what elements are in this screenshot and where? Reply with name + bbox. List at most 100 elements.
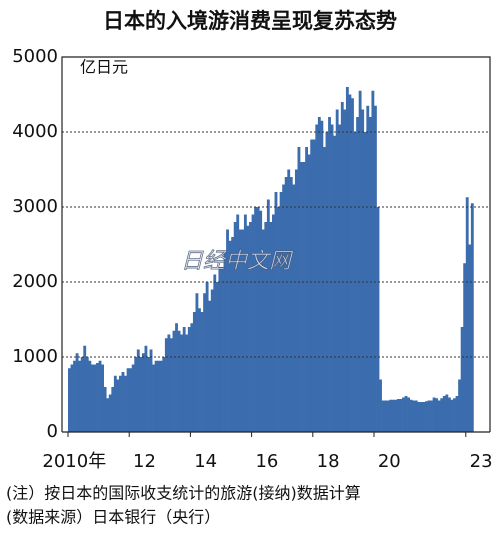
bar xyxy=(141,353,145,432)
bar xyxy=(338,124,342,432)
x-tick-label: 18 xyxy=(317,451,340,472)
bar xyxy=(80,357,84,432)
bar xyxy=(315,124,319,432)
bar xyxy=(147,357,150,432)
y-tick-label: 4000 xyxy=(12,121,58,142)
bar xyxy=(310,139,314,432)
bar xyxy=(195,293,199,432)
bar xyxy=(223,252,227,432)
bar xyxy=(340,102,344,432)
y-tick-label: 5000 xyxy=(12,46,58,67)
bar xyxy=(101,364,104,432)
bar xyxy=(320,120,324,432)
watermark: 日经中文网 xyxy=(181,249,294,274)
bar xyxy=(98,360,102,432)
bar xyxy=(88,360,92,432)
bar xyxy=(152,364,155,432)
plot-frame xyxy=(61,56,491,432)
x-tick-label: 14 xyxy=(194,451,217,472)
bar xyxy=(468,244,472,432)
bar xyxy=(455,396,459,432)
bar xyxy=(233,222,237,432)
bar xyxy=(363,132,367,432)
bar xyxy=(269,222,273,432)
bar xyxy=(75,353,79,432)
bar xyxy=(264,222,268,432)
bar xyxy=(203,293,206,432)
bar xyxy=(131,364,135,432)
bar xyxy=(348,94,352,432)
bar xyxy=(266,199,270,432)
bar xyxy=(465,197,469,432)
bar xyxy=(139,357,143,432)
bar xyxy=(389,399,393,432)
bar xyxy=(272,214,275,432)
bar xyxy=(379,379,382,432)
bar xyxy=(85,357,89,432)
bar xyxy=(335,109,339,432)
x-tick-label: 16 xyxy=(255,451,278,472)
bar xyxy=(124,375,127,432)
bar xyxy=(175,323,178,432)
bar xyxy=(425,401,428,432)
bar xyxy=(96,363,99,432)
bar xyxy=(361,109,365,432)
bar xyxy=(366,105,370,432)
bar xyxy=(435,398,439,432)
bar xyxy=(287,169,291,432)
bar xyxy=(358,90,362,432)
bar xyxy=(154,360,158,432)
bar xyxy=(417,402,421,432)
x-tick-label: 2010年 xyxy=(42,451,106,472)
bar xyxy=(126,368,130,432)
bar xyxy=(218,267,222,432)
bar xyxy=(432,397,436,432)
note: (注）按日本的国际收支统计的旅游(接纳)数据计算 xyxy=(6,484,361,503)
bar xyxy=(246,225,250,432)
bar xyxy=(391,399,395,432)
bar xyxy=(343,109,347,432)
bar xyxy=(164,338,168,432)
bar xyxy=(113,375,117,432)
bar xyxy=(78,360,82,432)
bar xyxy=(149,349,153,432)
bar xyxy=(129,368,133,432)
y-tick-label: 2000 xyxy=(12,271,58,292)
bar xyxy=(116,379,120,432)
bar xyxy=(256,207,260,432)
bar xyxy=(284,177,288,432)
bar xyxy=(445,394,449,432)
bar xyxy=(162,357,166,432)
y-tick-label: 0 xyxy=(47,421,58,442)
bar xyxy=(427,400,431,432)
bar xyxy=(294,169,298,432)
bar xyxy=(159,360,163,432)
bar xyxy=(430,400,433,432)
bar xyxy=(215,282,219,432)
plot-area: 0 1000 2000 3000 4000 5000 2010年 12 14 16 18 20 23 xyxy=(12,46,492,472)
bar xyxy=(305,147,308,432)
bar xyxy=(470,203,474,432)
bar xyxy=(394,399,398,432)
bar xyxy=(200,312,204,432)
bar xyxy=(198,308,201,432)
bar xyxy=(134,357,138,432)
bar xyxy=(210,289,214,432)
bar xyxy=(458,379,461,432)
bar xyxy=(302,162,306,432)
bar xyxy=(368,117,372,432)
bar xyxy=(167,334,171,432)
bar xyxy=(213,274,217,432)
chart-title: 日本的入境游消费呈现复苏态势 xyxy=(103,9,397,33)
x-tick-label: 23 xyxy=(470,451,493,472)
bar xyxy=(374,105,377,432)
bar xyxy=(279,192,283,432)
bar xyxy=(386,400,390,432)
bar xyxy=(440,398,444,432)
bar xyxy=(404,396,408,432)
bar xyxy=(119,375,122,432)
bar xyxy=(277,207,280,432)
bar xyxy=(236,214,240,432)
bar xyxy=(243,214,247,432)
